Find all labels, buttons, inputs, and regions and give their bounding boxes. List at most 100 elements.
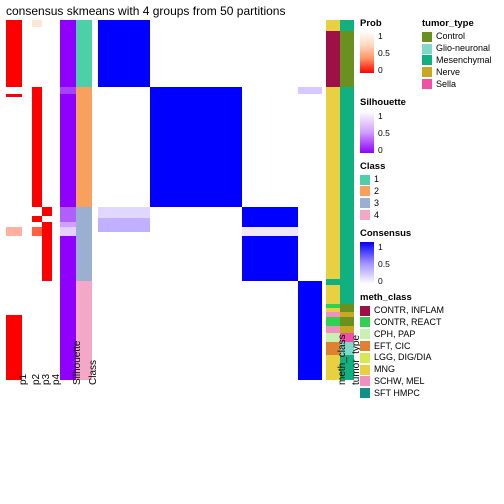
legend-title: Consensus: [360, 228, 500, 239]
swatch: [360, 365, 370, 375]
swatch: [360, 341, 370, 351]
segment: [6, 227, 22, 236]
segment: [60, 87, 76, 94]
swatch-label: Glio-neuronal: [436, 43, 490, 54]
legend-title: meth_class: [360, 292, 500, 303]
segment: [340, 317, 354, 326]
segment: [32, 87, 42, 208]
tick: 0.5: [378, 128, 390, 138]
swatch: [360, 329, 370, 339]
segment: [150, 281, 242, 380]
legend-title: Silhouette: [360, 97, 500, 108]
swatch-label: Mesenchymal: [436, 55, 492, 66]
xlabel-meth_class: meth_class: [337, 334, 348, 385]
swatch: [360, 210, 370, 220]
swatch: [422, 55, 432, 65]
tick: 1: [378, 242, 383, 252]
tick: 0.5: [378, 259, 390, 269]
column-class: [76, 20, 92, 380]
swatch-label: CPH, PAP: [374, 329, 415, 340]
swatch-label: Sella: [436, 79, 456, 90]
xlabel-class: Class: [88, 360, 99, 385]
legend-item: 2: [360, 186, 500, 197]
gradient: [360, 242, 374, 284]
chart-title: consensus skmeans with 4 groups from 50 …: [6, 4, 285, 18]
segment: [60, 236, 76, 281]
column-consensus-2: [150, 20, 242, 380]
segment: [22, 20, 32, 380]
segment: [60, 207, 76, 221]
legend-title: Prob: [360, 18, 422, 29]
swatch-label: LGG, DIG/DIA: [374, 352, 432, 363]
tick: 1: [378, 111, 383, 121]
legend-item: Glio-neuronal: [422, 43, 498, 54]
legend-item: Nerve: [422, 67, 498, 78]
segment: [298, 87, 322, 94]
swatch: [360, 186, 370, 196]
swatch-label: SCHW, MEL: [374, 376, 425, 387]
swatch-label: Nerve: [436, 67, 460, 78]
legend-item: SFT HMPC: [360, 388, 500, 399]
swatch: [422, 32, 432, 42]
segment: [6, 87, 22, 94]
swatch-label: 1: [374, 174, 379, 185]
swatch-label: 4: [374, 210, 379, 221]
segment: [6, 97, 22, 227]
segment: [340, 31, 354, 87]
column-p3: [32, 20, 42, 380]
segment: [242, 20, 298, 207]
swatch-label: MNG: [374, 364, 395, 375]
legend-item: CONTR, INFLAM: [360, 305, 500, 316]
swatch: [360, 317, 370, 327]
segment: [98, 232, 150, 380]
tick: 1: [378, 31, 383, 41]
segment: [60, 227, 76, 236]
segment: [32, 20, 42, 27]
segment: [242, 227, 298, 236]
xlabel-silhouette: Silhouette: [72, 341, 83, 385]
swatch: [360, 388, 370, 398]
legend-item: 4: [360, 210, 500, 221]
segment: [326, 31, 340, 87]
swatch-label: SFT HMPC: [374, 388, 420, 399]
segment: [42, 20, 52, 207]
segment: [42, 207, 52, 216]
tick: 0: [378, 65, 383, 75]
legend-item: Sella: [422, 79, 498, 90]
segment: [98, 87, 150, 208]
swatch-label: 2: [374, 186, 379, 197]
swatch: [422, 79, 432, 89]
tick: 0: [378, 276, 383, 286]
legend-item: 3: [360, 198, 500, 209]
segment: [340, 285, 354, 305]
swatch: [360, 198, 370, 208]
swatch: [360, 353, 370, 363]
segment: [150, 20, 242, 87]
segment: [32, 227, 42, 236]
segment: [60, 94, 76, 207]
legend-item: 1: [360, 174, 500, 185]
swatch-label: Control: [436, 31, 465, 42]
swatch: [360, 306, 370, 316]
segment: [340, 87, 354, 285]
segment: [32, 27, 42, 86]
segment: [340, 20, 354, 31]
segment: [326, 87, 340, 280]
swatch: [422, 44, 432, 54]
segment: [60, 20, 76, 87]
legend-item: Mesenchymal: [422, 55, 498, 66]
segment: [6, 315, 22, 380]
swatch: [360, 175, 370, 185]
legend-title: Class: [360, 161, 500, 172]
segment: [326, 285, 340, 305]
segment: [150, 207, 242, 281]
gradient: [360, 31, 374, 73]
column-p4: [42, 20, 52, 380]
segment: [242, 236, 298, 281]
segment: [6, 236, 22, 315]
column-consensus-1: [98, 20, 150, 380]
legend-item: SCHW, MEL: [360, 376, 500, 387]
segment: [32, 207, 42, 216]
column-silhouette: [60, 20, 76, 380]
swatch: [422, 67, 432, 77]
